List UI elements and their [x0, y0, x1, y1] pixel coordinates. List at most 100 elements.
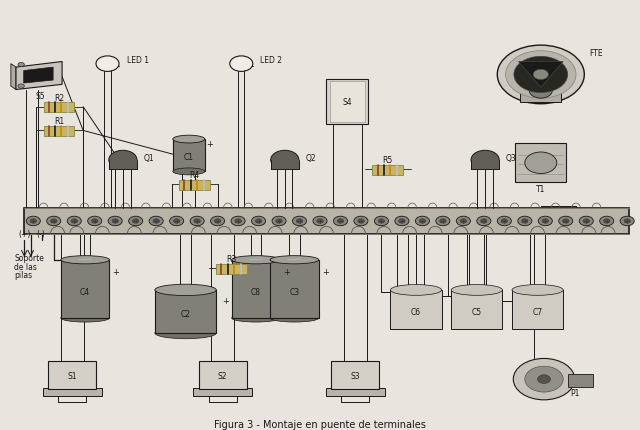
- Text: R3: R3: [227, 255, 237, 264]
- Bar: [451, 290, 502, 329]
- Bar: [471, 160, 499, 170]
- Bar: [512, 290, 563, 329]
- Circle shape: [231, 217, 245, 226]
- Circle shape: [395, 217, 409, 226]
- Ellipse shape: [232, 314, 280, 322]
- Circle shape: [436, 217, 450, 226]
- Text: Soporte: Soporte: [14, 254, 44, 262]
- Circle shape: [18, 63, 24, 68]
- Bar: [61, 260, 109, 318]
- Circle shape: [292, 217, 307, 226]
- Circle shape: [333, 217, 348, 226]
- Ellipse shape: [173, 169, 205, 175]
- Circle shape: [440, 219, 446, 224]
- Text: FTE: FTE: [589, 49, 602, 58]
- Circle shape: [26, 217, 40, 226]
- Bar: [232, 260, 280, 318]
- Circle shape: [337, 219, 344, 224]
- Circle shape: [354, 217, 368, 226]
- Polygon shape: [518, 62, 563, 88]
- Bar: [49, 361, 97, 389]
- Bar: [270, 260, 319, 318]
- Circle shape: [529, 83, 552, 99]
- Bar: [520, 74, 561, 103]
- Circle shape: [600, 217, 614, 226]
- Circle shape: [92, 219, 98, 224]
- Circle shape: [170, 217, 184, 226]
- Circle shape: [108, 217, 122, 226]
- Circle shape: [604, 219, 610, 224]
- Text: S1: S1: [68, 371, 77, 380]
- Circle shape: [538, 217, 552, 226]
- Circle shape: [579, 217, 593, 226]
- Circle shape: [271, 151, 299, 170]
- Circle shape: [255, 219, 262, 224]
- Ellipse shape: [512, 285, 563, 296]
- Text: +: +: [113, 267, 119, 276]
- Bar: [198, 361, 247, 389]
- Text: Q1: Q1: [143, 154, 154, 163]
- Circle shape: [399, 219, 405, 224]
- Circle shape: [149, 217, 163, 226]
- Ellipse shape: [390, 285, 442, 296]
- Bar: [216, 264, 247, 274]
- Bar: [109, 160, 137, 170]
- Bar: [326, 80, 368, 125]
- Text: C8: C8: [251, 288, 261, 297]
- Circle shape: [501, 219, 508, 224]
- Bar: [193, 388, 252, 396]
- Ellipse shape: [61, 314, 109, 322]
- Text: Q3: Q3: [506, 154, 516, 163]
- Circle shape: [214, 219, 221, 224]
- Circle shape: [620, 217, 634, 226]
- Text: S4: S4: [342, 98, 352, 107]
- Circle shape: [415, 217, 429, 226]
- Circle shape: [358, 219, 364, 224]
- Text: C1: C1: [183, 153, 193, 161]
- Bar: [24, 209, 629, 234]
- Circle shape: [88, 217, 102, 226]
- Ellipse shape: [155, 285, 216, 296]
- Text: P1: P1: [570, 388, 579, 396]
- Circle shape: [235, 219, 241, 224]
- Circle shape: [506, 52, 576, 99]
- Circle shape: [525, 366, 563, 392]
- Bar: [44, 126, 74, 137]
- Circle shape: [518, 217, 532, 226]
- Circle shape: [276, 219, 282, 224]
- Text: Figura 3 - Montaje en puente de terminales: Figura 3 - Montaje en puente de terminal…: [214, 418, 426, 429]
- Text: R2: R2: [54, 94, 64, 102]
- Text: S5: S5: [35, 92, 45, 100]
- Text: +: +: [284, 267, 290, 276]
- Circle shape: [129, 217, 143, 226]
- Text: (-): (-): [36, 230, 45, 239]
- Text: T1: T1: [536, 185, 545, 194]
- Text: S2: S2: [218, 371, 227, 380]
- Circle shape: [471, 151, 499, 170]
- Ellipse shape: [270, 314, 319, 322]
- Circle shape: [456, 217, 470, 226]
- Circle shape: [525, 153, 557, 174]
- Circle shape: [272, 217, 286, 226]
- Circle shape: [514, 57, 568, 93]
- Ellipse shape: [155, 328, 216, 339]
- Text: C2: C2: [180, 310, 191, 318]
- Circle shape: [18, 85, 24, 89]
- Text: (+): (+): [18, 230, 31, 239]
- Bar: [330, 82, 365, 123]
- Circle shape: [583, 219, 589, 224]
- Bar: [43, 388, 102, 396]
- Circle shape: [513, 359, 575, 400]
- Polygon shape: [11, 64, 16, 90]
- Circle shape: [313, 217, 327, 226]
- Text: de las: de las: [14, 262, 37, 271]
- Circle shape: [533, 70, 548, 80]
- Text: R5: R5: [383, 156, 393, 165]
- Circle shape: [30, 219, 36, 224]
- Text: R1: R1: [54, 117, 64, 126]
- Circle shape: [563, 219, 569, 224]
- Circle shape: [211, 217, 225, 226]
- Circle shape: [497, 46, 584, 104]
- Text: LED 1: LED 1: [127, 56, 148, 64]
- Circle shape: [109, 151, 137, 170]
